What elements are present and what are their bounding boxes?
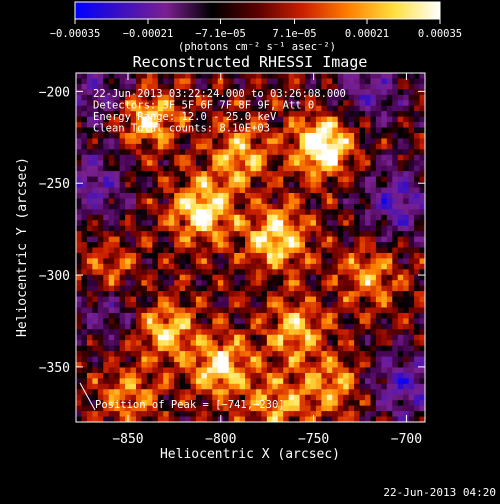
colorbar-tick-label: −0.00021 bbox=[123, 28, 174, 40]
x-tick-label: −700 bbox=[391, 432, 422, 447]
y-tick-label: −250 bbox=[39, 177, 70, 192]
colorbar bbox=[74, 1, 441, 20]
axis-ticks: −850 −800 −750 −700 −200 −250 −300 −350 bbox=[39, 73, 425, 447]
chart-title: Reconstructed RHESSI Image bbox=[133, 53, 368, 71]
colorbar-units: (photons cm⁻² s⁻¹ asec⁻²) bbox=[178, 41, 336, 53]
plot-date: 22-Jun-2013 04:20 bbox=[383, 486, 496, 499]
colorbar-tick-label: 0.00035 bbox=[418, 28, 462, 40]
colorbar-tick-label: −0.00035 bbox=[50, 28, 101, 40]
annotation-line: Clean Total counts: 8.10E+03 bbox=[93, 123, 270, 135]
colorbar-tick-label: 0.00021 bbox=[345, 28, 389, 40]
heatmap-image bbox=[76, 73, 425, 422]
y-axis-title: Heliocentric Y (arcsec) bbox=[15, 157, 30, 337]
peak-pointer-line bbox=[79, 382, 96, 411]
y-tick-label: −350 bbox=[39, 361, 70, 376]
plot-frame bbox=[75, 72, 426, 423]
colorbar-tick-label: −7.1e−05 bbox=[195, 28, 246, 40]
x-tick-label: −750 bbox=[298, 432, 329, 447]
peak-position-label: Position of Peak = [−741,−230] bbox=[95, 399, 285, 411]
y-tick-label: −300 bbox=[39, 269, 70, 284]
x-axis-title: Heliocentric X (arcsec) bbox=[160, 447, 340, 462]
colorbar-ticks: −0.00035 −0.00021 −7.1e−05 7.1e−05 0.00021 0.… bbox=[50, 19, 462, 40]
y-tick-label: −200 bbox=[39, 85, 70, 100]
annotation-line: 22-Jun-2013 03:22:24.000 to 03:26:08.000 bbox=[93, 88, 346, 100]
x-tick-label: −800 bbox=[205, 432, 236, 447]
colorbar-tick-label: 7.1e−05 bbox=[272, 28, 316, 40]
annotation-line: Energy Range: 12.0 - 25.0 keV bbox=[93, 111, 277, 123]
x-tick-label: −850 bbox=[112, 432, 143, 447]
annotation-line: Detectors: 3F 5F 6F 7F 8F 9F, Att 0 bbox=[93, 100, 314, 112]
annotation-block: 22-Jun-2013 03:22:24.000 to 03:26:08.000… bbox=[93, 88, 346, 135]
